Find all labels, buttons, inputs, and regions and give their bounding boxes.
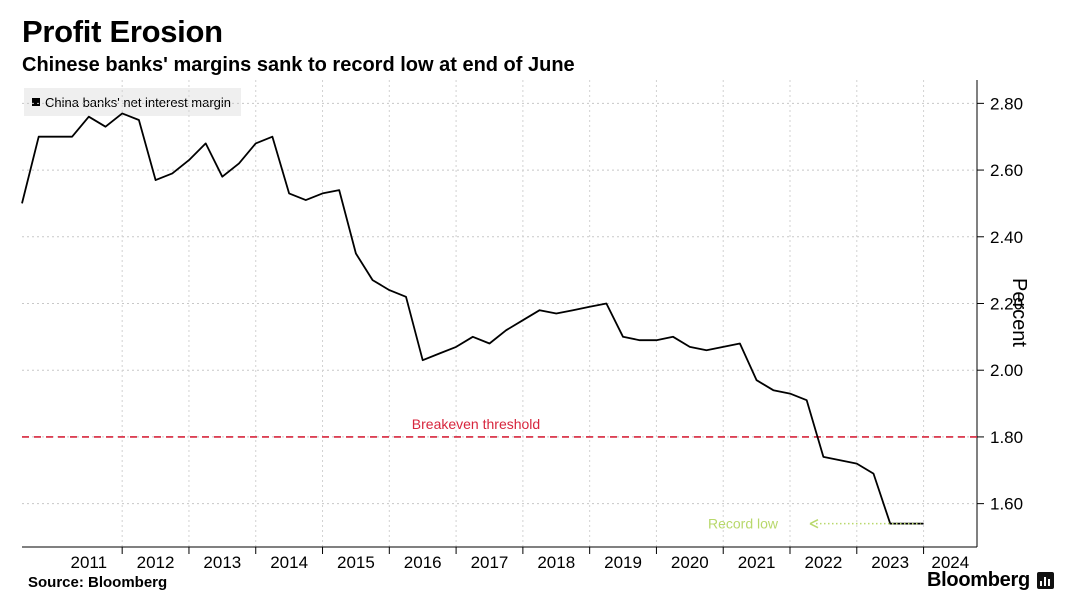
brand-name: Bloomberg: [927, 569, 1030, 591]
x-tick-label: 2011: [71, 553, 108, 572]
x-tick-label: 2017: [471, 553, 509, 572]
y-axis-label: Percent: [1008, 278, 1030, 347]
y-tick-label: 1.80: [990, 428, 1023, 447]
bar-chart-icon: [1036, 572, 1054, 589]
source-note: Source: Bloomberg: [28, 574, 168, 591]
bloomberg-logo: Bloomberg: [927, 569, 1054, 592]
y-tick-label: 2.20: [990, 294, 1023, 313]
y-tick-label: 1.60: [990, 495, 1023, 514]
record-low-label: Record low: [708, 516, 779, 532]
y-tick-label: 2.80: [990, 94, 1023, 113]
x-tick-label: 2014: [270, 553, 308, 572]
x-tick-label: 2016: [404, 553, 442, 572]
x-tick-label: 2024: [931, 553, 969, 572]
x-tick-label: 2015: [337, 553, 375, 572]
y-tick-label: 2.00: [990, 361, 1023, 380]
y-tick-label: 2.40: [990, 228, 1023, 247]
chart-title: Profit Erosion: [22, 14, 223, 49]
x-tick-label: 2021: [738, 553, 776, 572]
legend-label: China banks' net interest margin: [45, 94, 232, 110]
x-tick-label: 2022: [804, 553, 842, 572]
chart-subtitle: Chinese banks' margins sank to record lo…: [22, 54, 575, 76]
legend-swatch: [32, 98, 40, 106]
x-tick-label: 2013: [203, 553, 241, 572]
x-tick-label: 2020: [671, 553, 709, 572]
x-tick-label: 2023: [871, 553, 909, 572]
y-tick-label: 2.60: [990, 161, 1023, 180]
record-low-arrow: [809, 518, 819, 529]
x-tick-label: 2019: [604, 553, 642, 572]
x-tick-label: 2012: [137, 553, 175, 572]
breakeven-label: Breakeven threshold: [412, 416, 540, 432]
legend: China banks' net interest margin: [24, 88, 242, 116]
nim-series-line: [21, 112, 924, 525]
x-tick-label: 2018: [537, 553, 575, 572]
